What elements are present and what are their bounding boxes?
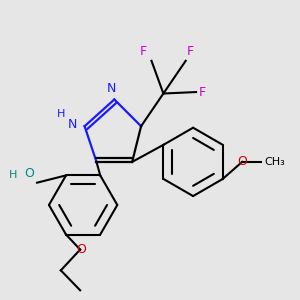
Text: O: O (24, 167, 34, 180)
Text: N: N (107, 82, 116, 95)
Text: O: O (237, 155, 247, 168)
Text: O: O (77, 243, 87, 256)
Text: F: F (187, 46, 194, 59)
Text: N: N (68, 118, 77, 131)
Text: H: H (57, 109, 65, 119)
Text: F: F (198, 85, 206, 98)
Text: F: F (140, 46, 147, 59)
Text: CH₃: CH₃ (264, 157, 285, 167)
Text: H: H (9, 170, 18, 180)
